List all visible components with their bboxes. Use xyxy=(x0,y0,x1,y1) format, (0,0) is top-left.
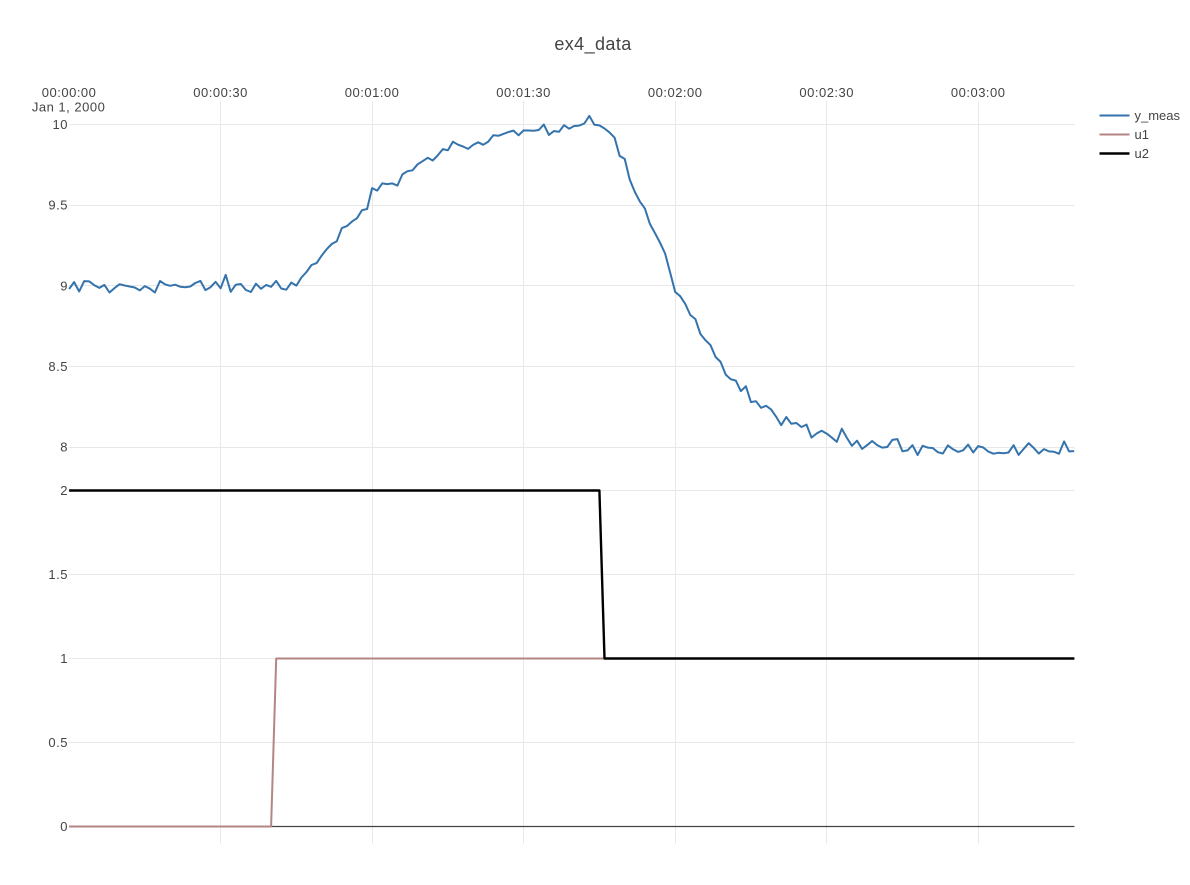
svg-text:10: 10 xyxy=(53,117,68,132)
svg-text:8: 8 xyxy=(60,440,68,455)
svg-text:00:01:30: 00:01:30 xyxy=(496,85,551,100)
svg-text:1: 1 xyxy=(60,651,68,666)
svg-text:ex4_data: ex4_data xyxy=(554,34,632,55)
svg-text:8.5: 8.5 xyxy=(48,359,68,374)
svg-text:00:01:00: 00:01:00 xyxy=(345,85,400,100)
svg-text:1.5: 1.5 xyxy=(48,567,68,582)
svg-text:0.5: 0.5 xyxy=(48,735,68,750)
svg-text:00:02:30: 00:02:30 xyxy=(799,85,854,100)
svg-text:9.5: 9.5 xyxy=(48,198,68,213)
svg-text:y_meas: y_meas xyxy=(1135,108,1181,123)
svg-text:u2: u2 xyxy=(1135,146,1149,161)
svg-text:u1: u1 xyxy=(1135,127,1149,142)
svg-text:00:03:00: 00:03:00 xyxy=(951,85,1006,100)
svg-text:00:00:30: 00:00:30 xyxy=(193,85,248,100)
svg-text:0: 0 xyxy=(60,819,68,834)
svg-text:Jan 1, 2000: Jan 1, 2000 xyxy=(32,100,105,115)
svg-text:9: 9 xyxy=(60,278,68,293)
svg-text:00:02:00: 00:02:00 xyxy=(648,85,703,100)
svg-text:2: 2 xyxy=(60,483,68,498)
svg-text:00:00:00: 00:00:00 xyxy=(42,85,97,100)
